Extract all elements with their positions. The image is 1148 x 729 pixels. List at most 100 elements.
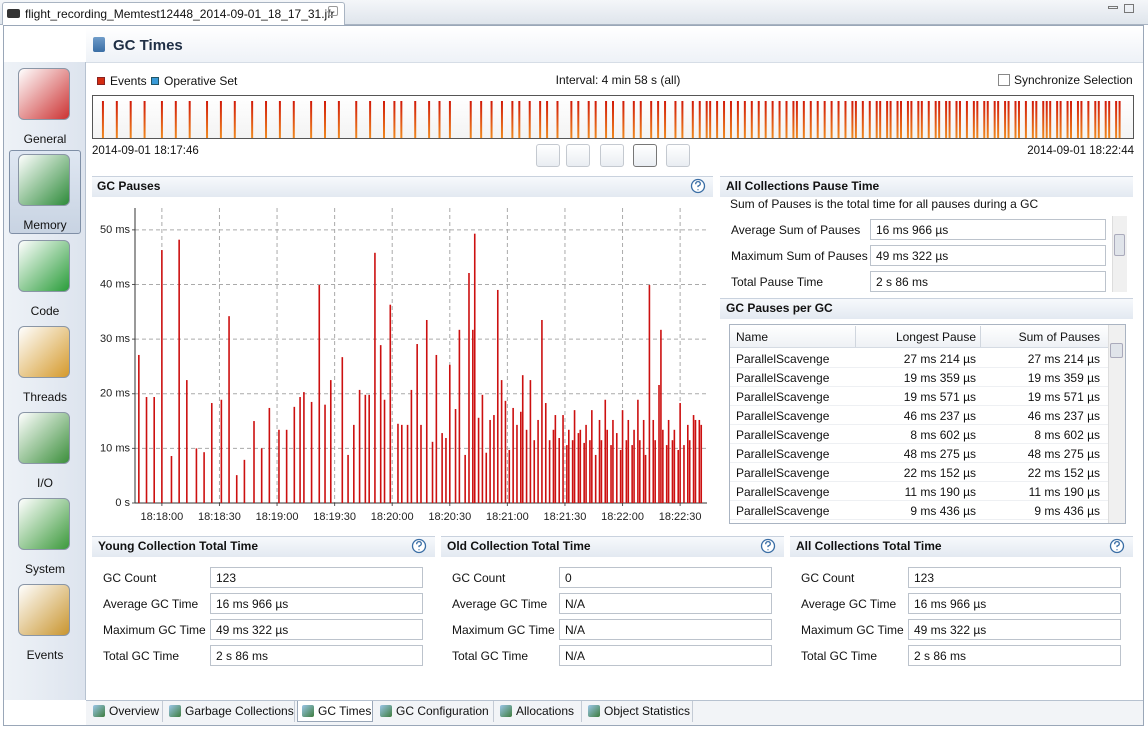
table-row[interactable] <box>730 349 1108 368</box>
pause-time-thumb[interactable] <box>1114 234 1125 256</box>
table-cell: 19 ms 359 µs <box>1027 371 1100 385</box>
field-value: 2 s 86 ms <box>870 271 1106 292</box>
pause-time-header <box>720 176 1133 197</box>
bottom-tab[interactable]: Overview <box>89 701 163 722</box>
sidebar-label: Code <box>30 304 60 318</box>
sidebar-label: Events <box>26 648 64 662</box>
sidebar-button[interactable]: I/O <box>9 410 81 492</box>
bottom-tab-bar <box>86 700 1143 725</box>
tab-close[interactable] <box>328 6 338 16</box>
column-header[interactable]: Longest Pause <box>895 330 976 344</box>
table-row[interactable] <box>730 425 1108 444</box>
gc-pauses-title: GC Pauses <box>97 179 161 193</box>
legend-operative: Operative Set <box>164 74 238 88</box>
table-cell: 11 ms 190 µs <box>1028 485 1100 499</box>
editor-tab-title: flight_recording_Memtest12448_2014-09-01… <box>25 7 335 21</box>
sidebar-button[interactable]: Threads <box>9 324 81 406</box>
stats-panel-header <box>92 536 435 557</box>
table-cell: ParallelScavenge <box>736 447 830 461</box>
bottom-tab-icon <box>588 705 600 717</box>
bottom-tab-icon <box>302 705 314 717</box>
bottom-tab[interactable]: GC Times <box>297 701 373 722</box>
table-row[interactable] <box>730 444 1108 463</box>
stats-panel-title: Young Collection Total Time <box>98 539 259 553</box>
sidebar-label: System <box>24 562 65 576</box>
bottom-tab-label: GC Configuration <box>396 704 489 718</box>
table-cell: 48 ms 275 µs <box>1027 447 1100 461</box>
bottom-tab[interactable]: Object Statistics <box>584 701 693 722</box>
minimize-button[interactable] <box>1108 6 1118 9</box>
zoom-button[interactable] <box>566 144 590 167</box>
column-header[interactable]: Sum of Pauses <box>1018 330 1100 344</box>
field-label: Average Sum of Pauses <box>731 223 861 237</box>
table-cell: 19 ms 571 µs <box>903 390 976 404</box>
sidebar-button[interactable]: General <box>9 66 81 148</box>
table-row[interactable] <box>730 501 1108 520</box>
sync-label[interactable]: Synchronize Selection <box>1014 73 1133 87</box>
field-label: Average GC Time <box>452 597 548 611</box>
table-cell: 46 ms 237 µs <box>1027 409 1100 423</box>
sync-checkbox[interactable] <box>998 74 1010 86</box>
table-cell: 9 ms 436 µs <box>910 504 976 518</box>
column-header[interactable]: Name <box>736 330 769 344</box>
field-label: Maximum GC Time <box>801 623 904 637</box>
page-icon <box>93 37 105 52</box>
zoom-button[interactable] <box>633 144 657 167</box>
sidebar-icon <box>18 240 70 292</box>
table-thumb[interactable] <box>1110 343 1123 358</box>
sidebar-label: General <box>23 132 67 146</box>
pauses-per-gc-title: GC Pauses per GC <box>726 301 833 315</box>
table-cell: ParallelScavenge <box>736 466 830 480</box>
pause-time-title: All Collections Pause Time <box>726 179 880 193</box>
table-row[interactable] <box>730 368 1108 387</box>
field-value: 123 <box>210 567 423 588</box>
zoom-button[interactable] <box>536 144 560 167</box>
bottom-tab[interactable]: GC Configuration <box>376 701 494 722</box>
table-row[interactable] <box>730 406 1108 425</box>
page-title: GC Times <box>113 37 183 54</box>
table-row[interactable] <box>730 387 1108 406</box>
table-cell: 27 ms 214 µs <box>903 352 976 366</box>
sidebar-icon <box>18 412 70 464</box>
table-cell: 8 ms 602 µs <box>1034 428 1100 442</box>
interval-label: Interval: 4 min 58 s (all) <box>555 73 681 87</box>
bottom-tab[interactable]: Garbage Collections <box>165 701 295 722</box>
sidebar-icon <box>18 326 70 378</box>
table-cell: 27 ms 214 µs <box>1027 352 1100 366</box>
sidebar-button[interactable]: System <box>9 496 81 578</box>
table-cell: ParallelScavenge <box>736 485 830 499</box>
table-cell: 48 ms 275 µs <box>903 447 976 461</box>
table-cell: ParallelScavenge <box>736 504 830 518</box>
timeline-end: 2014-09-01 18:22:44 <box>1027 145 1134 157</box>
zoom-button[interactable] <box>600 144 624 167</box>
bottom-tab-icon <box>500 705 512 717</box>
field-label: Average GC Time <box>103 597 199 611</box>
maximize-button[interactable] <box>1124 4 1134 13</box>
editor-tab[interactable]: flight_recording_Memtest12448_2014-09-01… <box>2 2 345 25</box>
stats-panel-title: All Collections Total Time <box>796 539 942 553</box>
legend-operative-swatch <box>151 77 159 85</box>
sidebar-button[interactable]: Events <box>9 582 81 664</box>
field-label: Average GC Time <box>801 597 897 611</box>
field-label: Total GC Time <box>103 649 180 663</box>
column-separator <box>855 326 856 347</box>
field-value: 123 <box>908 567 1121 588</box>
bottom-tab[interactable]: Allocations <box>496 701 582 722</box>
field-value: 2 s 86 ms <box>210 645 423 666</box>
field-value: 16 ms 966 µs <box>210 593 423 614</box>
table-header-row <box>730 325 1108 348</box>
field-value: 49 ms 322 µs <box>210 619 423 640</box>
sidebar-button[interactable]: Memory <box>9 152 81 234</box>
table-row[interactable] <box>730 482 1108 501</box>
header-band <box>86 27 1143 63</box>
sidebar-button[interactable]: Code <box>9 238 81 320</box>
table-row[interactable] <box>730 463 1108 482</box>
field-label: Total Pause Time <box>731 275 824 289</box>
field-value: N/A <box>559 619 772 640</box>
timeline-strip <box>92 95 1134 139</box>
bottom-tab-label: Allocations <box>516 704 575 718</box>
stats-panel-title: Old Collection Total Time <box>447 539 591 553</box>
legend-events: Events <box>110 74 147 88</box>
zoom-button[interactable] <box>666 144 690 167</box>
stats-panel-header <box>790 536 1133 557</box>
